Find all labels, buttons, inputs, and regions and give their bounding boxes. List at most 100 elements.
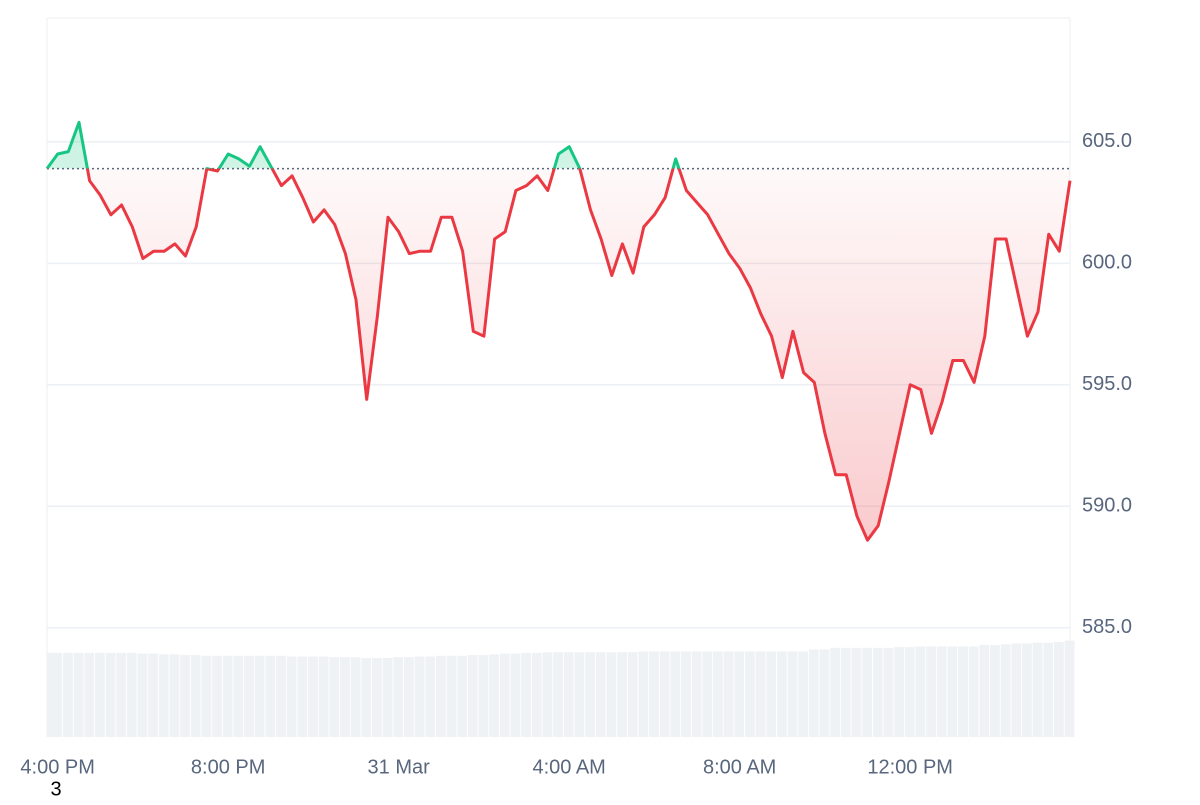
volume-bar [595,652,606,737]
volume-bar [276,655,286,737]
price-area [47,122,1070,541]
y-tick-label: 595.0 [1082,373,1132,395]
volume-bar [467,655,478,737]
volume-bar [862,647,873,737]
volume-bar [627,652,638,737]
volume-bar [883,647,894,737]
volume-bar [649,651,659,737]
volume-bar [958,646,968,737]
volume-bar [787,651,798,737]
volume-bar [94,652,105,737]
y-tick-label: 605.0 [1082,130,1132,152]
volume-bar [531,652,542,737]
volume-bar [510,653,521,737]
volume-bar [521,652,532,737]
volume-bar [574,652,585,737]
volume-bar [755,651,766,737]
volume-bar [744,651,755,737]
volume-bar [52,652,63,737]
volume-bar [489,654,500,737]
volume-bar [457,655,468,737]
volume-bar [713,651,723,737]
volume-bar [137,653,148,737]
volume-bar [499,653,510,737]
volume-bar [542,652,553,737]
x-tick-label: 12:00 PM [867,756,953,778]
volume-bar [1000,644,1011,737]
volume-bar [851,647,862,737]
volume-bar [403,657,414,737]
volume-bar [1032,642,1043,737]
volume-bar [681,651,691,737]
volume-bar [340,657,350,737]
volume-bar [947,646,958,737]
volume-bar [840,647,851,737]
volume-bar [798,651,809,737]
volume-bar [1054,642,1064,737]
volume-bar [638,651,649,737]
volume-bar [723,651,734,737]
volume-bar [1011,643,1022,737]
volume-bar [169,654,180,737]
x-tick-label: 31 Mar [368,756,431,778]
volume-bar [116,652,127,737]
volume-bar [350,657,361,737]
volume-bar [105,652,116,737]
volume-bar [563,652,574,737]
volume-bar [148,653,159,737]
volume-bar [435,655,446,737]
volume-bar [872,647,883,737]
volume-bar [819,649,830,737]
x-tick-label: 8:00 AM [703,756,776,778]
volume-bar [73,652,84,737]
volume-bar [478,655,489,737]
volume-bar [808,649,819,737]
volume-bar [126,652,137,737]
volume-bar [830,647,841,737]
volume-bar [222,655,233,737]
volume-bar [286,656,297,737]
volume-bar [414,656,425,737]
price-line [45,120,1072,542]
volume-bar [361,657,372,737]
y-tick-label: 585.0 [1082,616,1132,638]
volume-bar [585,652,595,737]
volume-bar [201,655,212,737]
volume-bar [212,655,222,737]
volume-bar [190,655,201,737]
volume-bar [990,644,1000,737]
volume-bar [254,655,265,737]
volume-bar [936,646,947,737]
volume-bar [979,644,990,737]
volume-bar [329,657,340,737]
volume-bar [776,651,787,737]
volume-bar [233,655,244,737]
volume-bar [553,652,563,737]
volume-bar [372,657,382,737]
volume-bar [766,651,777,737]
volume-bar [904,647,915,737]
volume-bar [659,651,670,737]
volume-bar [606,652,617,737]
volume-bar [318,656,329,737]
volume-bar [702,651,713,737]
volume-bar [670,651,681,737]
volume-bar [265,655,276,737]
volume-bar [382,657,393,737]
volume-bar [894,647,904,737]
volume-bar [1064,640,1075,737]
volume-bar [968,646,979,737]
volume-bar [84,652,95,737]
volume-bar [47,652,57,737]
x-tick-label: 8:00 PM [191,756,265,778]
x-tick-label: 4:00 PM [20,756,94,778]
volume-bar [734,651,745,737]
volume-bar [915,646,926,737]
volume-bar [446,655,457,737]
volume-bar [297,656,308,737]
volume-bar [393,657,404,737]
volume-bar [926,646,936,737]
y-tick-label: 600.0 [1082,252,1132,274]
